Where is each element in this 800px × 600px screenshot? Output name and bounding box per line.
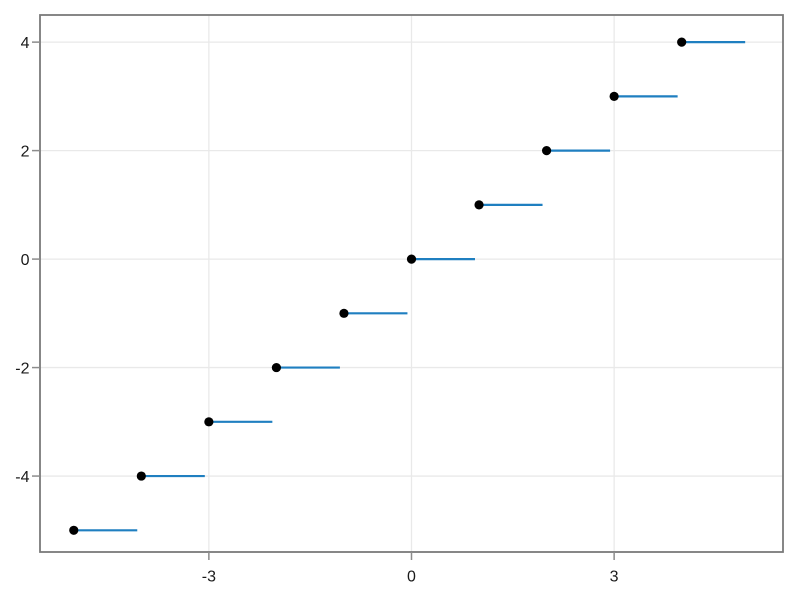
- step-point: [339, 308, 349, 318]
- step-point: [204, 417, 214, 427]
- x-tick-label: -3: [202, 569, 216, 586]
- step-point: [69, 525, 79, 535]
- x-tick-label: 3: [610, 569, 619, 586]
- step-point: [474, 200, 484, 210]
- y-tick-label: 2: [21, 143, 30, 160]
- step-point: [677, 37, 687, 47]
- y-tick-label: 4: [21, 35, 30, 52]
- y-tick-label: -4: [15, 469, 29, 486]
- step-point: [406, 254, 417, 264]
- y-tick-label: 0: [21, 252, 30, 269]
- step-point: [271, 362, 282, 373]
- step-point: [541, 146, 552, 156]
- step-point: [136, 471, 146, 481]
- x-tick-label: 0: [407, 569, 416, 586]
- y-tick-label: -2: [15, 360, 29, 377]
- step-point: [609, 91, 619, 101]
